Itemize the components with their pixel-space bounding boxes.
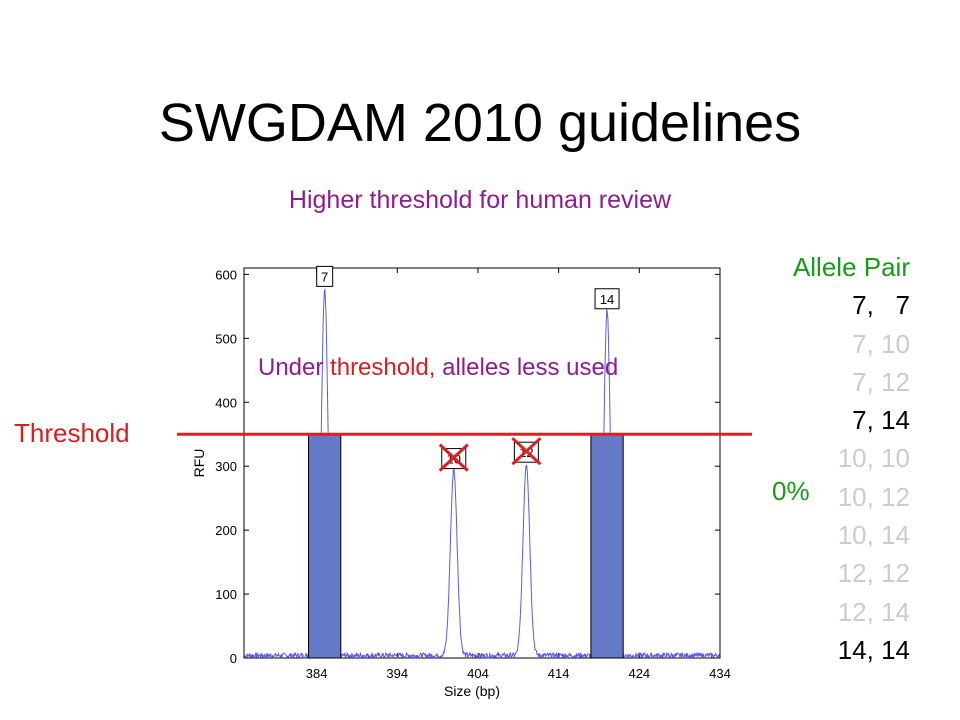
excluded-cross-icon bbox=[438, 443, 469, 472]
allele-pair-row: 10, 14 bbox=[837, 520, 910, 551]
rfu-trace bbox=[243, 288, 721, 660]
x-tick-label: 414 bbox=[548, 666, 570, 681]
y-tick-label: 200 bbox=[215, 523, 237, 538]
under-threshold-note: Under threshold, alleles less used bbox=[258, 354, 618, 382]
y-tick-label: 600 bbox=[215, 267, 237, 282]
threshold-label: Threshold bbox=[14, 418, 130, 448]
y-tick-label: 500 bbox=[215, 331, 237, 346]
threshold-bar bbox=[590, 433, 624, 659]
y-tick-label: 0 bbox=[230, 651, 237, 666]
plot-frame bbox=[243, 267, 721, 659]
peak-label-box bbox=[316, 265, 334, 287]
y-tick-label: 400 bbox=[215, 395, 237, 410]
subtitle: Higher threshold for human review bbox=[288, 186, 672, 214]
x-tick-label: 394 bbox=[386, 666, 408, 681]
x-tick-label: 384 bbox=[306, 666, 328, 681]
allele-pair-row: 7, 12 bbox=[852, 366, 910, 397]
allele-pair-row: 10, 10 bbox=[837, 443, 910, 474]
note-word-under: Under bbox=[258, 354, 324, 381]
allele-pair-row: 7, 14 bbox=[852, 405, 910, 436]
allele-pair-row: 12, 12 bbox=[837, 558, 910, 589]
x-tick-label: 434 bbox=[709, 666, 731, 681]
y-tick-label: 300 bbox=[215, 459, 237, 474]
allele-pair-row: 10, 12 bbox=[837, 481, 910, 512]
allele-pair-table: Allele Pair 7, 7 7, 10 7, 12 7, 14 10, 10 10,… bbox=[793, 248, 910, 669]
y-tick-label: 100 bbox=[215, 587, 237, 602]
threshold-bar bbox=[308, 433, 342, 659]
allele-pair-header: Allele Pair bbox=[792, 252, 910, 282]
allele-pair-row: 7, 7 bbox=[852, 290, 910, 321]
page-title: SWGDAM 2010 guidelines bbox=[158, 93, 802, 153]
note-word-threshold: threshold, bbox=[330, 354, 436, 381]
peak-label: 14 bbox=[600, 292, 614, 307]
peak-label-box bbox=[594, 288, 620, 310]
y-axis-label: RFU bbox=[191, 449, 207, 478]
note-words-alleles: alleles less used bbox=[442, 354, 619, 381]
allele-pair-row: 7, 10 bbox=[852, 328, 910, 359]
excluded-cross-icon bbox=[511, 437, 542, 466]
allele-pair-row: 12, 14 bbox=[837, 596, 910, 627]
x-tick-label: 424 bbox=[628, 666, 650, 681]
peak-label: 7 bbox=[321, 269, 328, 284]
percent-label: 0% bbox=[772, 476, 810, 506]
allele-pair-row: 14, 14 bbox=[837, 634, 910, 665]
x-tick-label: 404 bbox=[467, 666, 489, 681]
x-axis-label: Size (bp) bbox=[444, 683, 500, 699]
